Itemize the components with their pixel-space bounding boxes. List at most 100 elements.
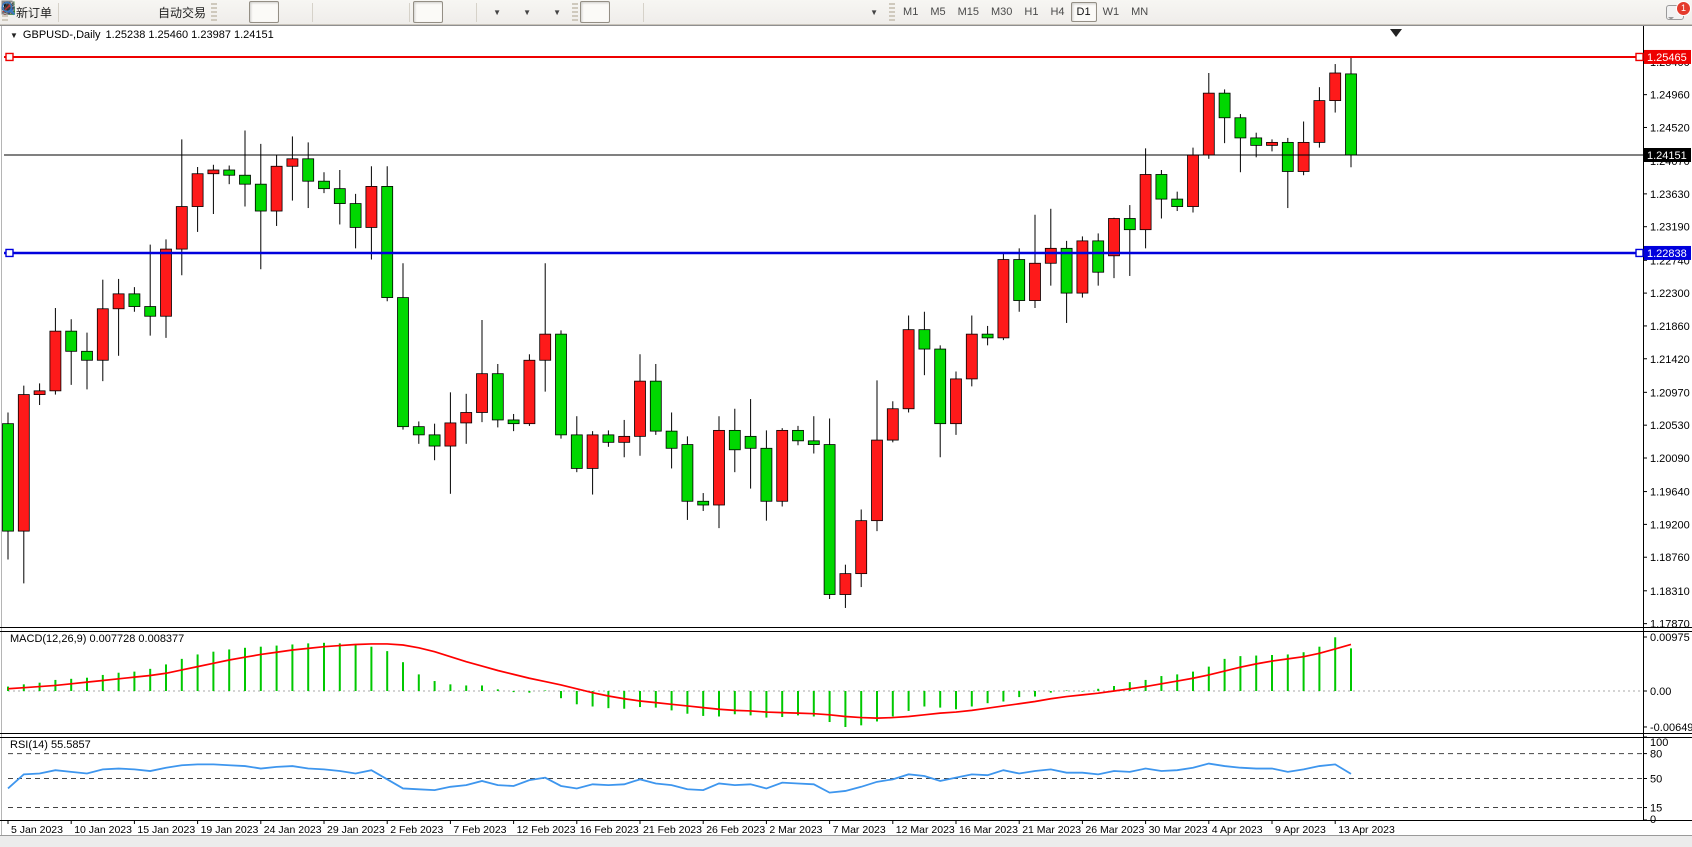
candle-15-feb [555, 330, 567, 439]
svg-text:80: 80 [1650, 749, 1662, 761]
toolbar-grip[interactable] [889, 3, 896, 21]
candle-17-feb [586, 431, 599, 495]
dropdown-caret-icon[interactable]: ▼ [553, 7, 561, 17]
svg-text:1.24520: 1.24520 [1650, 122, 1690, 134]
text-button[interactable]: A [4, 1, 827, 23]
toolbar-separator [643, 2, 645, 22]
dropdown-caret-icon[interactable]: ▼ [870, 7, 878, 17]
candle-5-feb [412, 421, 425, 444]
candle-8-jan [33, 383, 46, 406]
templates-button[interactable]: ▼ [1, 1, 570, 23]
candle-30-mar [1139, 148, 1152, 249]
candle-9-apr [1266, 139, 1278, 152]
timeframe-m1[interactable]: M1 [903, 6, 919, 18]
hline-handle[interactable] [5, 248, 14, 258]
toolbar-separator [476, 2, 478, 22]
chart-expand-icon[interactable]: ▼ [10, 30, 18, 40]
candle-30-jan [333, 169, 346, 225]
cursor-button[interactable] [4, 1, 611, 23]
svg-text:1.20530: 1.20530 [1650, 420, 1690, 432]
candle-29-jan [318, 172, 330, 194]
auto-trading-label: 自动交易 [158, 5, 207, 20]
timeframe-mn[interactable]: MN [1131, 6, 1149, 18]
hline-handle[interactable] [1635, 52, 1644, 62]
svg-text:100: 100 [1650, 737, 1668, 749]
text-label-button[interactable]: T [1, 1, 857, 23]
toolbar-grip[interactable] [572, 3, 579, 21]
svg-text:29 Jan 2023: 29 Jan 2023 [327, 824, 385, 836]
candle-2-apr [1171, 191, 1184, 212]
candle-2-mar [760, 430, 773, 521]
candle-20-jan [207, 164, 220, 215]
candle-chart-button[interactable] [2, 1, 280, 23]
candle-24-mar [1060, 240, 1073, 323]
timeframe-w1[interactable]: W1 [1102, 6, 1120, 18]
chart-shift-marker-icon[interactable] [1390, 29, 1402, 37]
horizontal-line-button[interactable] [2, 1, 707, 23]
timeframe-m15[interactable]: M15 [957, 6, 979, 18]
candle-14-mar [918, 311, 931, 376]
candle-17-mar [965, 315, 978, 387]
svg-text:1.19200: 1.19200 [1650, 519, 1690, 531]
dropdown-caret-icon[interactable]: ▼ [493, 7, 501, 17]
tile-windows-button[interactable] [1, 1, 406, 23]
svg-text:4 Apr 2023: 4 Apr 2023 [1212, 824, 1263, 836]
auto-scroll-button[interactable] [1, 1, 444, 23]
signals-button[interactable] [1, 1, 152, 23]
candle-10-feb [491, 363, 504, 428]
svg-text:13 Apr 2023: 13 Apr 2023 [1338, 824, 1395, 836]
candle-17-jan [160, 239, 172, 338]
candle-10-jan [65, 319, 78, 385]
hline-handle[interactable] [1635, 248, 1644, 258]
svg-text:1.20090: 1.20090 [1650, 453, 1690, 465]
svg-text:1.22300: 1.22300 [1650, 288, 1690, 300]
candle-19-mar [981, 325, 994, 346]
timeframe-m5[interactable]: M5 [930, 6, 946, 18]
timeframe-m30[interactable]: M30 [991, 6, 1013, 18]
date-axis[interactable]: 5 Jan 2023 10 Jan 2023 15 Jan 2023 19 Jan 2… [7, 820, 1395, 836]
candle-22-mar [1029, 214, 1041, 309]
timeframe-h1[interactable]: H1 [1024, 6, 1039, 18]
dropdown-caret-icon[interactable]: ▼ [523, 7, 531, 17]
vertical-line-button[interactable] [7, 1, 677, 23]
zoom-in-button[interactable] [1, 1, 346, 23]
notifications-chat-icon[interactable]: 1 [1666, 0, 1691, 20]
navigator-button[interactable] [2, 1, 92, 23]
candle-10-mar [871, 380, 883, 532]
toolbar-grip[interactable] [211, 3, 218, 21]
trendline-button[interactable] [2, 1, 737, 23]
timeframe-d1[interactable]: D1 [1070, 2, 1097, 22]
indicators-button[interactable]: ▼ [1, 1, 510, 23]
candle-13-feb [523, 354, 536, 426]
arrows-button[interactable]: ▼ [2, 1, 887, 23]
timeframe-h4[interactable]: H4 [1050, 6, 1065, 18]
bar-chart-button[interactable] [2, 1, 249, 23]
candle-6-mar [807, 416, 820, 454]
svg-text:10 Jan 2023: 10 Jan 2023 [74, 824, 132, 836]
candle-13-mar [902, 315, 915, 413]
crosshair-button[interactable] [2, 1, 640, 23]
svg-text:1.18760: 1.18760 [1650, 552, 1690, 564]
candle-23-feb [665, 412, 678, 469]
chart-shift-button[interactable] [1, 1, 473, 23]
fibonacci-button[interactable]: F [2, 1, 797, 23]
svg-text:0.00975: 0.00975 [1650, 632, 1690, 644]
candle-21-mar [1013, 248, 1026, 312]
candle-22-jan [223, 165, 236, 185]
candle-28-mar [1108, 217, 1120, 279]
equidistant-channel-button[interactable]: E [1, 1, 767, 23]
auto-trading-button[interactable]: 自动交易 [1, 1, 209, 23]
candle-12-jan [96, 279, 109, 382]
line-chart-button[interactable] [1, 1, 309, 23]
hline-handle[interactable] [5, 52, 14, 62]
svg-text:12 Feb 2023: 12 Feb 2023 [517, 824, 576, 836]
svg-text:9 Apr 2023: 9 Apr 2023 [1275, 824, 1326, 836]
candle-3-mar [776, 428, 789, 507]
zoom-out-button[interactable] [1, 1, 376, 23]
periods-button[interactable]: ▼ [1, 1, 540, 23]
market-watch-button[interactable] [1, 1, 122, 23]
chart-title[interactable]: ▼ GBPUSD-,Daily 1.25238 1.25460 1.23987 … [10, 29, 274, 41]
candle-16-feb [570, 416, 583, 473]
svg-text:1.18310: 1.18310 [1650, 586, 1690, 598]
